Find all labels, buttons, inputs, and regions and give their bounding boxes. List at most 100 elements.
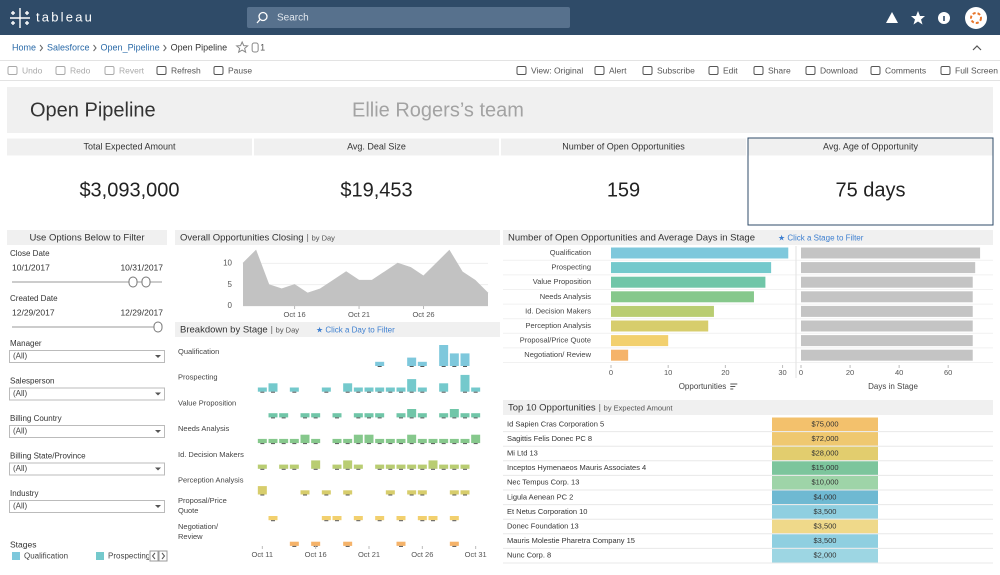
row-label[interactable]: Qualification [550,248,591,257]
row-label[interactable]: Proposal/Price Quote [520,336,591,345]
day-bar[interactable] [353,434,363,444]
dropdown[interactable] [9,387,165,401]
stage-bar[interactable] [611,349,629,361]
day-bar[interactable] [343,438,353,444]
day-bar[interactable] [449,490,459,495]
day-bar[interactable] [449,353,459,366]
day-bar[interactable] [289,541,299,546]
toolbar-button[interactable]: View: Original [531,65,583,75]
day-bar[interactable] [353,464,363,469]
day-bar[interactable] [428,438,438,444]
day-bar[interactable] [428,516,438,521]
toolbar-button[interactable]: Subscribe [657,65,695,75]
day-bar[interactable] [428,460,438,469]
favorites-icon[interactable] [911,11,925,25]
day-bar[interactable] [364,434,374,444]
day-bar[interactable] [364,387,374,392]
day-bar[interactable] [311,460,321,469]
day-bar[interactable] [407,434,417,444]
day-bar[interactable] [449,464,459,469]
stage-bar[interactable] [611,276,766,288]
toolbar-button[interactable]: Comments [885,65,926,75]
day-bar[interactable] [268,516,278,521]
dropdown[interactable] [9,500,165,513]
day-bar[interactable] [385,464,395,469]
chart-annotation[interactable]: ★ Click a Day to Filter [316,326,395,335]
day-bar[interactable] [417,413,427,418]
legend-scroll[interactable] [158,550,168,562]
toolbar-button[interactable]: Full Screen [955,65,998,75]
stage-bar[interactable] [801,335,973,347]
day-bar[interactable] [321,516,331,521]
day-bar[interactable] [385,490,395,495]
stage-bar[interactable] [611,305,714,317]
day-bar[interactable] [439,345,449,366]
day-bar[interactable] [332,438,342,444]
day-bar[interactable] [449,541,459,546]
row-label[interactable]: Perception Analysis [526,321,592,330]
day-bar[interactable] [407,464,417,469]
stage-bar[interactable] [611,291,754,303]
dropdown[interactable] [9,462,165,476]
day-bar[interactable] [311,413,321,418]
toolbar-button[interactable]: Edit [723,65,738,75]
stage-bar[interactable] [801,262,976,274]
day-bar[interactable] [257,486,267,495]
breadcrumb-link[interactable]: Salesforce [47,42,90,52]
toolbar-button[interactable]: Share [768,65,791,75]
breadcrumb-link[interactable]: Home [12,42,36,52]
day-bar[interactable] [343,383,353,392]
opportunity-name[interactable]: Ligula Aenean PC 2 [507,492,573,501]
day-bar[interactable] [289,438,299,444]
day-bar[interactable] [279,413,289,418]
day-bar[interactable] [460,353,470,366]
toolbar-button[interactable]: Alert [609,65,627,75]
day-bar[interactable] [279,464,289,469]
favorite-star[interactable] [235,40,249,54]
row-label[interactable]: Value Proposition [533,277,591,286]
day-bar[interactable] [471,387,481,392]
day-bar[interactable] [460,374,470,392]
stage-bar[interactable] [611,262,772,274]
day-bar[interactable] [396,387,406,392]
day-bar[interactable] [257,438,267,444]
slider-handle[interactable] [153,321,163,333]
day-bar[interactable] [364,413,374,418]
day-bar[interactable] [460,438,470,444]
opportunity-name[interactable]: Inceptos Hymenaeos Mauris Associates 4 [507,463,646,472]
stage-bar[interactable] [611,247,789,259]
stage-bar[interactable] [801,276,973,288]
day-bar[interactable] [343,460,353,469]
legend-scroll[interactable] [149,550,159,562]
day-bar[interactable] [460,464,470,469]
day-bar[interactable] [257,387,267,392]
stage-bar[interactable] [611,320,709,332]
day-bar[interactable] [449,438,459,444]
day-bar[interactable] [417,464,427,469]
day-bar[interactable] [375,387,385,392]
day-bar[interactable] [353,387,363,392]
day-bar[interactable] [300,434,310,444]
day-bar[interactable] [279,438,289,444]
day-bar[interactable] [289,464,299,469]
day-bar[interactable] [396,413,406,418]
stage-bar[interactable] [801,305,973,317]
day-bar[interactable] [449,516,459,521]
opportunity-name[interactable]: Et Netus Corporation 10 [507,507,587,516]
day-bar[interactable] [439,464,449,469]
day-bar[interactable] [321,387,331,392]
day-bar[interactable] [417,361,427,366]
day-bar[interactable] [396,464,406,469]
day-bar[interactable] [439,383,449,392]
toolbar-button[interactable]: Refresh [171,65,201,75]
day-bar[interactable] [407,379,417,392]
row-label[interactable]: Needs Analysis [540,292,592,301]
day-bar[interactable] [311,438,321,444]
day-bar[interactable] [343,541,353,546]
day-bar[interactable] [268,383,278,392]
collapse-icon[interactable] [972,45,982,51]
chart-annotation[interactable]: ★ Click a Stage to Filter [778,234,864,243]
day-bar[interactable] [385,438,395,444]
day-bar[interactable] [268,438,278,444]
day-bar[interactable] [417,516,427,521]
